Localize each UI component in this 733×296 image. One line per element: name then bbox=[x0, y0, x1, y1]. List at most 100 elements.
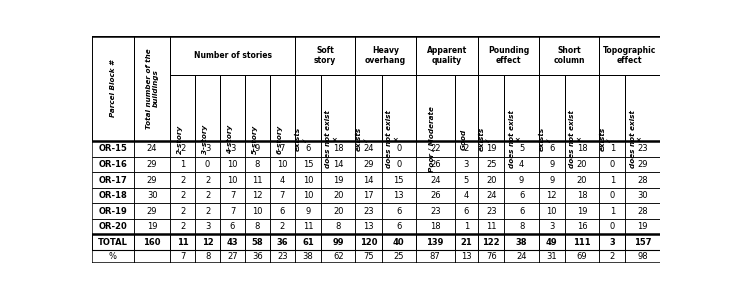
Bar bbox=[539, 219, 565, 234]
Text: exists
✓: exists ✓ bbox=[600, 127, 612, 151]
Text: 31: 31 bbox=[547, 252, 557, 261]
Text: 4: 4 bbox=[280, 176, 285, 184]
Bar bbox=[599, 172, 625, 188]
Text: 6-story: 6-story bbox=[276, 124, 282, 154]
Text: 13: 13 bbox=[394, 191, 404, 200]
Bar bbox=[245, 250, 270, 263]
Text: 36: 36 bbox=[276, 238, 288, 247]
Bar bbox=[478, 172, 504, 188]
Text: Poor / Moderate: Poor / Moderate bbox=[429, 106, 435, 172]
Text: 29: 29 bbox=[364, 160, 374, 169]
Text: does not exist
×: does not exist × bbox=[509, 110, 522, 168]
Bar bbox=[134, 157, 170, 172]
Bar bbox=[625, 157, 660, 172]
Bar bbox=[295, 172, 321, 188]
Bar bbox=[170, 36, 295, 75]
Text: 26: 26 bbox=[430, 160, 441, 169]
Text: 38: 38 bbox=[516, 238, 527, 247]
Text: 1: 1 bbox=[180, 160, 185, 169]
Bar bbox=[295, 250, 321, 263]
Text: 19: 19 bbox=[486, 144, 496, 153]
Text: 21: 21 bbox=[460, 238, 472, 247]
Bar bbox=[599, 219, 625, 234]
Bar bbox=[321, 141, 356, 157]
Text: exists
✓: exists ✓ bbox=[356, 127, 369, 151]
Bar bbox=[134, 219, 170, 234]
Text: 98: 98 bbox=[637, 252, 648, 261]
Bar bbox=[245, 203, 270, 219]
Text: 29: 29 bbox=[147, 207, 158, 215]
Bar bbox=[454, 75, 478, 141]
Text: 11: 11 bbox=[252, 176, 262, 184]
Bar bbox=[134, 172, 170, 188]
Bar bbox=[599, 157, 625, 172]
Text: 11: 11 bbox=[177, 238, 188, 247]
Bar bbox=[295, 75, 321, 141]
Text: 0: 0 bbox=[610, 222, 615, 231]
Text: 2: 2 bbox=[180, 176, 185, 184]
Bar bbox=[416, 219, 454, 234]
Bar bbox=[539, 234, 565, 250]
Bar bbox=[245, 219, 270, 234]
Bar bbox=[565, 219, 599, 234]
Text: 62: 62 bbox=[333, 252, 344, 261]
Bar bbox=[625, 75, 660, 141]
Text: Number of stories: Number of stories bbox=[194, 51, 271, 60]
Text: 2-story: 2-story bbox=[177, 124, 183, 154]
Text: 10: 10 bbox=[227, 160, 237, 169]
Bar bbox=[356, 141, 382, 157]
Bar bbox=[270, 219, 295, 234]
Bar bbox=[504, 203, 539, 219]
Bar bbox=[504, 157, 539, 172]
Bar bbox=[92, 157, 134, 172]
Text: 8: 8 bbox=[336, 222, 341, 231]
Bar bbox=[195, 157, 220, 172]
Bar bbox=[195, 188, 220, 203]
Bar bbox=[478, 203, 504, 219]
Bar bbox=[356, 203, 382, 219]
Bar bbox=[356, 188, 382, 203]
Text: exists
✓: exists ✓ bbox=[295, 127, 308, 151]
Bar bbox=[295, 234, 321, 250]
Bar bbox=[134, 203, 170, 219]
Bar bbox=[270, 203, 295, 219]
Text: Parcel Block #: Parcel Block # bbox=[110, 60, 116, 117]
Bar bbox=[478, 219, 504, 234]
Text: 7: 7 bbox=[180, 252, 185, 261]
Text: 69: 69 bbox=[577, 252, 587, 261]
Bar bbox=[356, 36, 416, 75]
Text: does not exist
×: does not exist × bbox=[325, 110, 338, 168]
Text: 2: 2 bbox=[180, 207, 185, 215]
Bar bbox=[170, 250, 195, 263]
Text: 11: 11 bbox=[486, 222, 496, 231]
Text: 5: 5 bbox=[519, 144, 524, 153]
Bar bbox=[220, 250, 245, 263]
Bar bbox=[170, 234, 195, 250]
Text: 12: 12 bbox=[202, 238, 213, 247]
Text: 8: 8 bbox=[255, 222, 260, 231]
Text: 19: 19 bbox=[333, 176, 344, 184]
Text: exists
✓: exists ✓ bbox=[539, 127, 552, 151]
Bar bbox=[539, 203, 565, 219]
Bar bbox=[478, 36, 539, 75]
Text: 26: 26 bbox=[430, 191, 441, 200]
Bar bbox=[295, 219, 321, 234]
Text: 139: 139 bbox=[427, 238, 444, 247]
Bar bbox=[170, 188, 195, 203]
Text: does not exist
×: does not exist × bbox=[569, 110, 582, 168]
Text: Good: Good bbox=[460, 128, 466, 149]
Bar bbox=[478, 141, 504, 157]
Text: 7: 7 bbox=[280, 144, 285, 153]
Bar bbox=[504, 234, 539, 250]
Bar bbox=[195, 141, 220, 157]
Bar bbox=[92, 188, 134, 203]
Text: 13: 13 bbox=[461, 252, 472, 261]
Bar bbox=[220, 234, 245, 250]
Text: does not exist
×: does not exist × bbox=[386, 110, 399, 168]
Bar bbox=[270, 234, 295, 250]
Text: 2: 2 bbox=[610, 252, 615, 261]
Bar bbox=[195, 203, 220, 219]
Bar bbox=[565, 203, 599, 219]
Text: 1: 1 bbox=[610, 176, 615, 184]
Bar bbox=[170, 172, 195, 188]
